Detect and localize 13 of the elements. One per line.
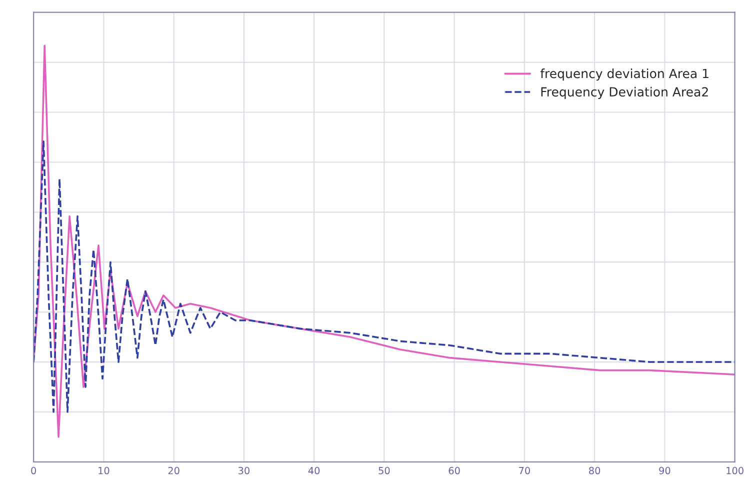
x-tick-label: 40 xyxy=(308,466,320,474)
legend-label: Frequency Deviation Area2 xyxy=(541,86,708,99)
x-tick-label: 70 xyxy=(519,466,530,474)
x-tick-label: 0 xyxy=(31,466,36,474)
x-tick-label: 20 xyxy=(168,466,180,474)
x-tick-label: 90 xyxy=(659,466,670,474)
x-tick-label: 30 xyxy=(238,466,250,474)
x-tick-label: 100 xyxy=(726,466,744,474)
x-tick-label: 10 xyxy=(98,466,110,474)
x-tick-label: 80 xyxy=(589,466,600,474)
legend-label: frequency deviation Area 1 xyxy=(540,68,708,81)
x-tick-label: 50 xyxy=(378,466,390,474)
x-tick-label: 60 xyxy=(448,466,460,474)
